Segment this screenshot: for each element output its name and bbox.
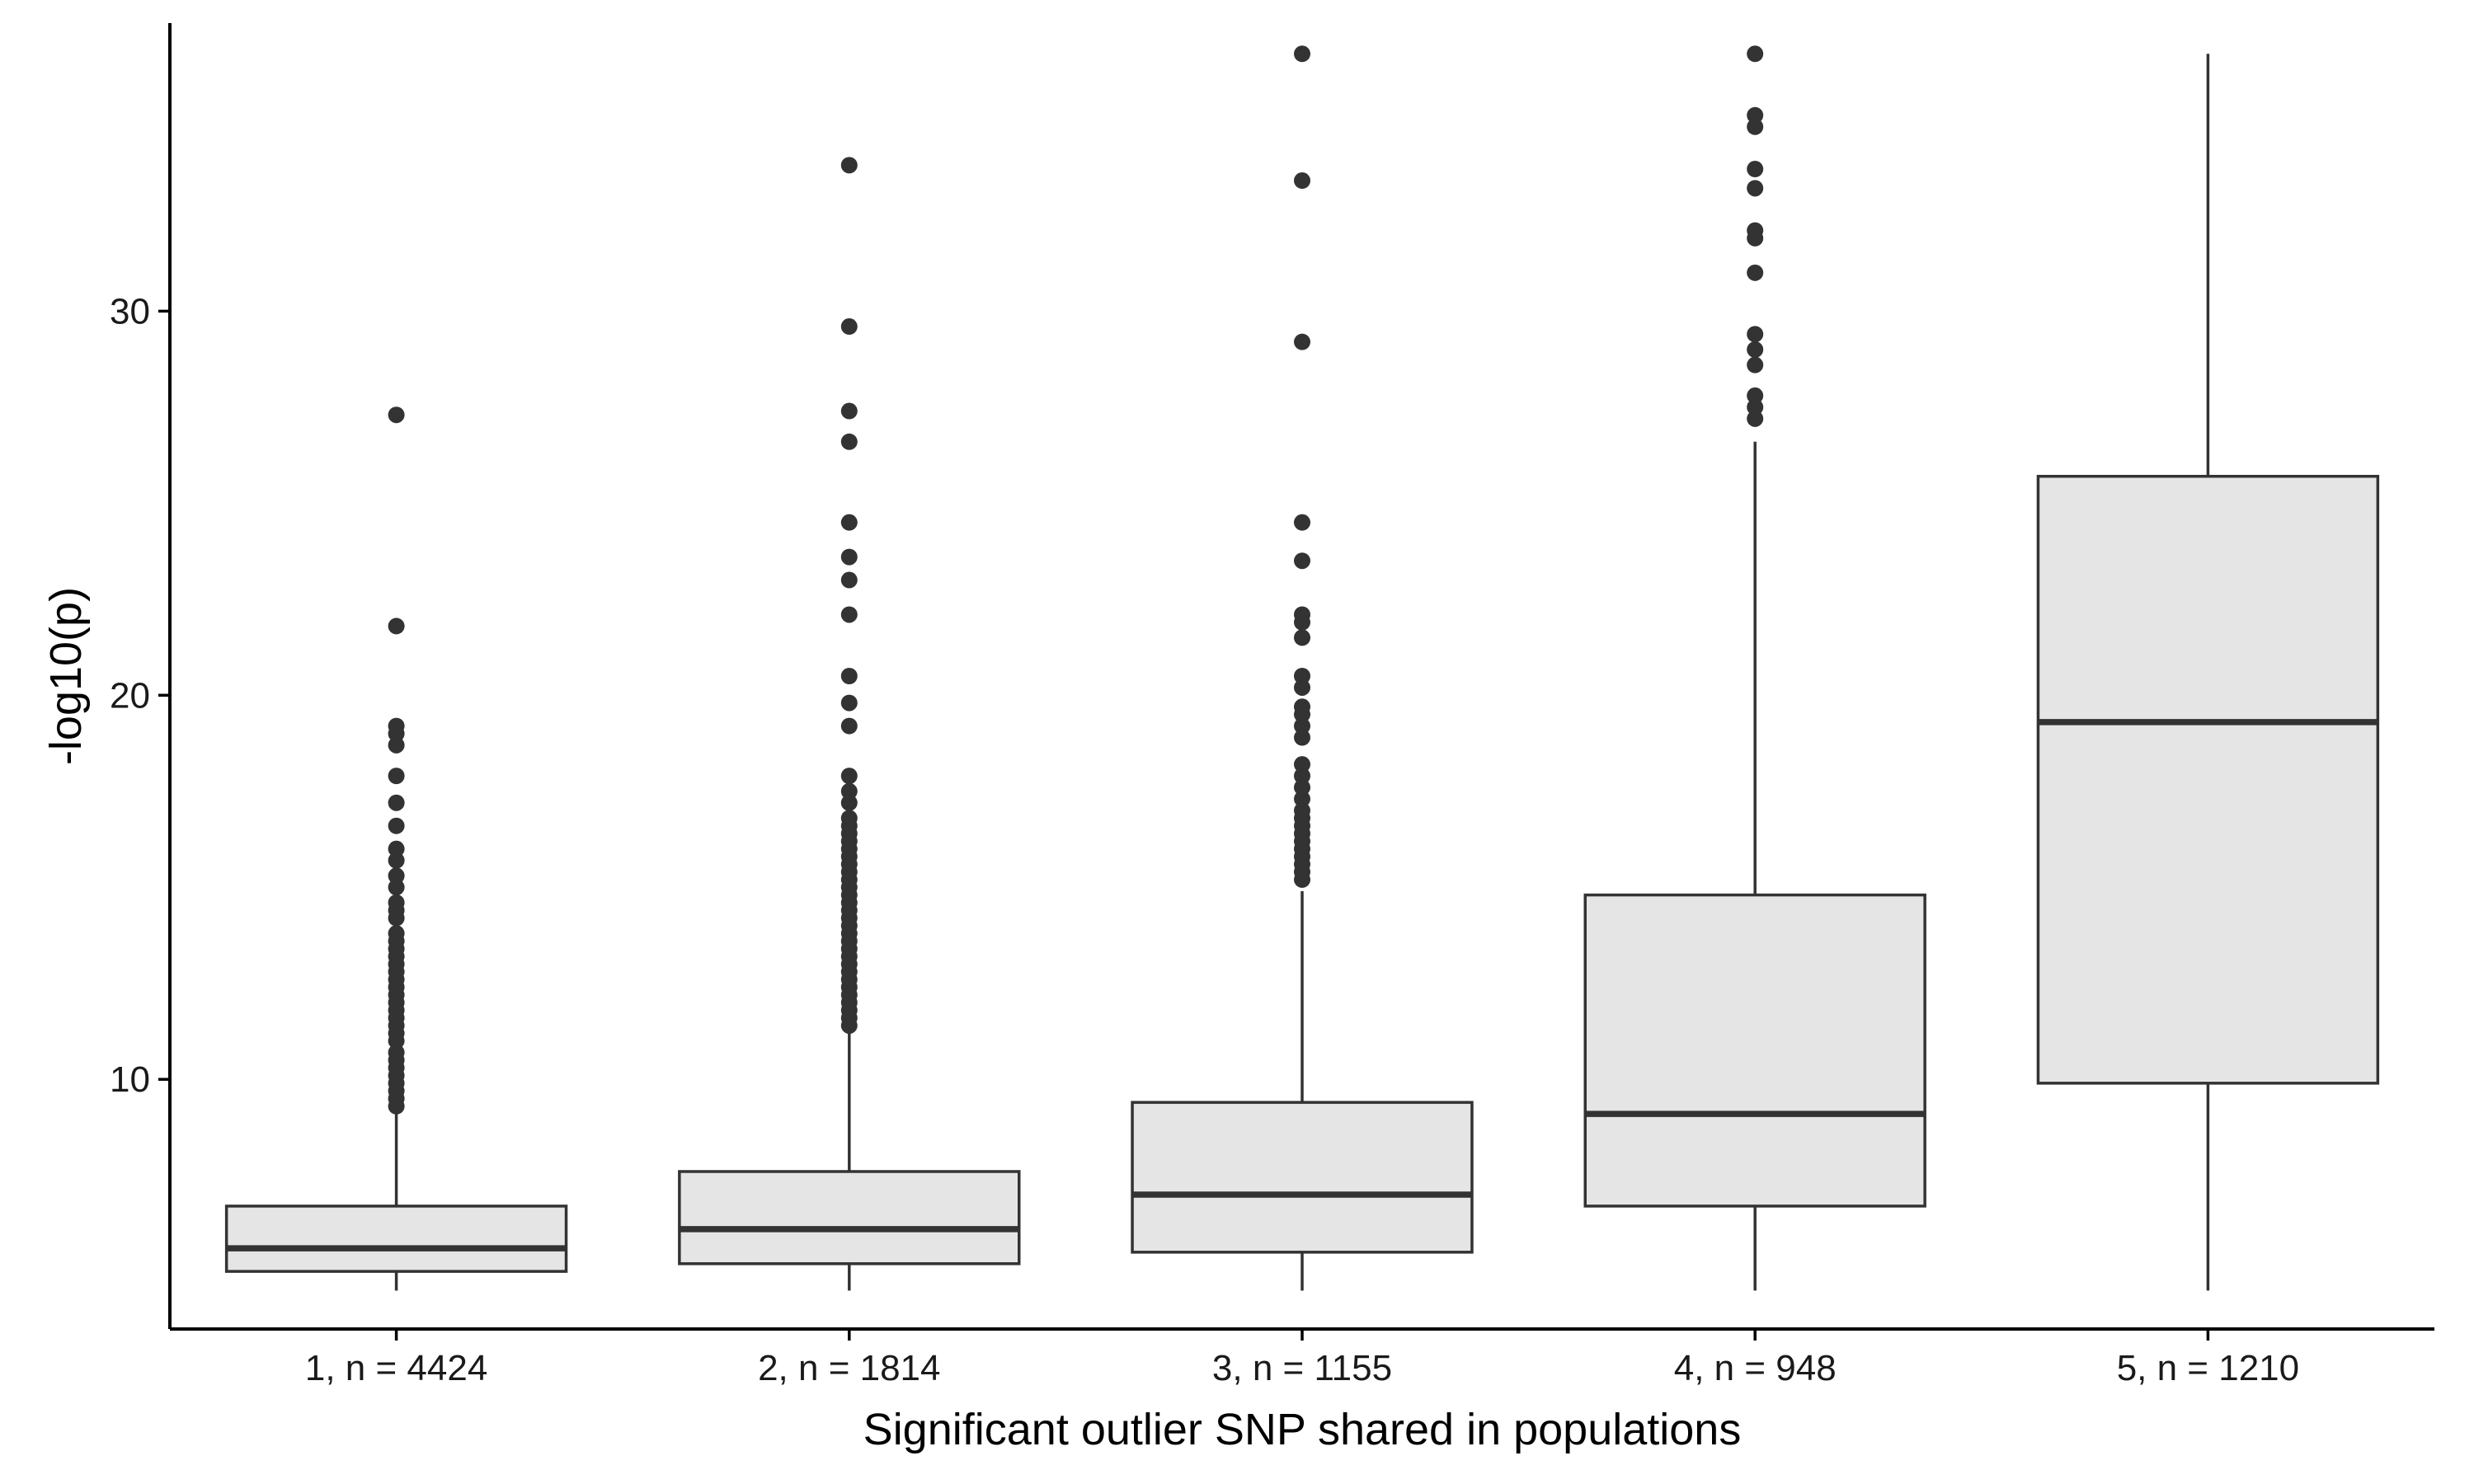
x-tick-label: 3, n = 1155 [1212, 1348, 1392, 1388]
outlier-point [840, 768, 858, 785]
x-axis-ticks: 1, n = 4424 2, n = 1814 3, n = 1155 4, n = … [305, 1329, 2299, 1388]
outlier-point [1294, 791, 1310, 808]
outlier-point [1294, 606, 1310, 623]
box-group [678, 157, 1021, 1291]
x-tick-label: 5, n = 1210 [2117, 1348, 2299, 1388]
x-tick-label: 2, n = 1814 [758, 1348, 940, 1388]
outlier-point [840, 514, 858, 531]
outlier-point [388, 840, 405, 857]
outlier-point [1294, 698, 1310, 716]
outlier-point [1747, 118, 1764, 135]
box-iqr [1131, 1101, 1474, 1254]
outlier-point [1294, 802, 1310, 819]
y-axis-title: -log10(p) [41, 587, 91, 765]
box-iqr [1583, 893, 1926, 1208]
outlier-point [388, 618, 405, 635]
outlier-point [388, 894, 405, 911]
outlier-point [1747, 341, 1764, 358]
outlier-point [1294, 729, 1310, 746]
outlier-point [1294, 717, 1310, 735]
x-axis-title: Significant outlier SNP shared in popula… [863, 1405, 1742, 1454]
outlier-point [1294, 779, 1310, 796]
outlier-point [388, 406, 405, 424]
outlier-point [840, 318, 858, 336]
outlier-point [1294, 756, 1310, 773]
outlier-point [388, 768, 405, 785]
outlier-point [1747, 45, 1764, 63]
y-tick-label: 20 [110, 675, 150, 716]
outlier-point [1294, 333, 1310, 350]
outlier-point [1294, 45, 1310, 63]
box-group [2036, 54, 2380, 1291]
outlier-point [388, 817, 405, 834]
outlier-point [1747, 326, 1764, 343]
outlier-point [840, 694, 858, 711]
x-tick-label: 4, n = 948 [1674, 1348, 1837, 1388]
outlier-point [388, 1044, 405, 1061]
outlier-point [1747, 264, 1764, 281]
outlier-point [388, 736, 405, 754]
outlier-point [840, 548, 858, 566]
y-tick-label: 30 [110, 291, 150, 331]
box-iqr [224, 1205, 568, 1273]
box-group [224, 406, 568, 1291]
outlier-point [388, 852, 405, 869]
outlier-point [388, 879, 405, 896]
outlier-point [840, 717, 858, 735]
outlier-point [1747, 106, 1764, 124]
outlier-point [840, 571, 858, 589]
outlier-point [1294, 172, 1310, 190]
outlier-point [840, 433, 858, 450]
outlier-point [1294, 514, 1310, 531]
outlier-point [388, 925, 405, 942]
outlier-point [1747, 398, 1764, 416]
outlier-point [840, 782, 858, 800]
outlier-point [388, 794, 405, 811]
outlier-point [1294, 679, 1310, 696]
outlier-point [1294, 768, 1310, 785]
outlier-point [840, 810, 858, 827]
outlier-point [1747, 387, 1764, 404]
box-iqr [2036, 474, 2380, 1085]
outlier-point [840, 606, 858, 623]
outlier-point [388, 717, 405, 735]
outlier-point [840, 794, 858, 811]
outlier-point [1747, 222, 1764, 239]
outlier-point [1747, 410, 1764, 427]
box-group [1131, 45, 1474, 1291]
y-axis-ticks: 10 20 30 [110, 291, 170, 1100]
outlier-point [840, 668, 858, 684]
outlier-point [1747, 180, 1764, 197]
outlier-point [1747, 161, 1764, 178]
outlier-point [1294, 552, 1310, 570]
outlier-point [388, 867, 405, 885]
x-tick-label: 1, n = 4424 [305, 1348, 487, 1388]
outlier-point [1294, 629, 1310, 646]
box-iqr [678, 1170, 1021, 1266]
y-tick-label: 10 [110, 1059, 150, 1100]
outlier-point [840, 402, 858, 420]
outlier-point [1747, 356, 1764, 373]
plot-marks [224, 45, 2380, 1291]
box-group [1583, 45, 1926, 1291]
outlier-point [840, 157, 858, 174]
outlier-point [1294, 668, 1310, 684]
